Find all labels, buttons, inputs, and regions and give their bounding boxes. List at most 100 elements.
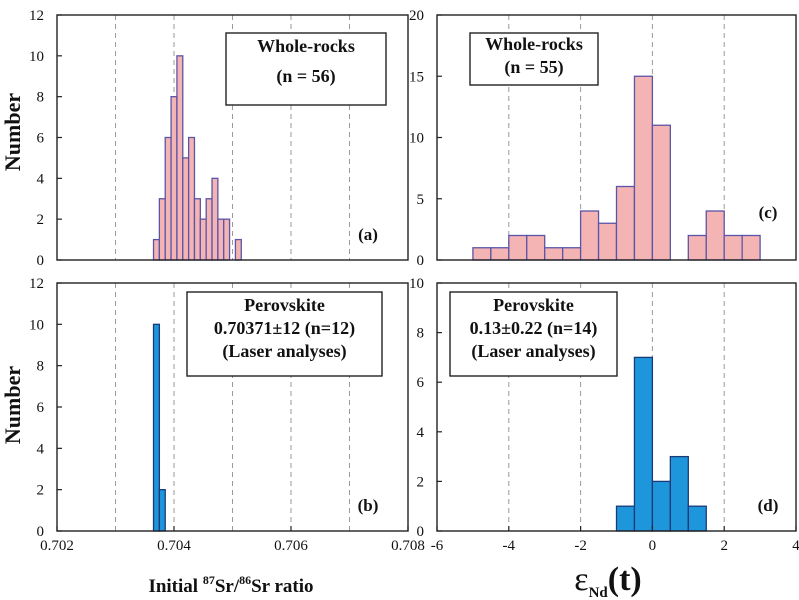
annotation-text: 0.70371±12 (n=12): [214, 318, 355, 339]
histogram-bar: [705, 210, 725, 261]
y-tick-label: 8: [37, 359, 45, 375]
histogram-bar: [217, 218, 225, 261]
panel-label: (a): [358, 225, 378, 244]
y-tick-label: 2: [37, 212, 45, 228]
x-tick-label: 0.708: [391, 538, 425, 554]
histogram-bar: [597, 222, 618, 261]
y-tick-label: 6: [37, 131, 45, 147]
x-tick-label: 2: [720, 538, 728, 554]
histogram-bar: [211, 177, 219, 261]
x-axis-label-tail: (t): [608, 561, 642, 598]
x-tick-label: 4: [792, 538, 799, 554]
y-tick-label: 20: [409, 8, 424, 24]
annotation-text: Perovskite: [493, 295, 574, 315]
y-tick-label: 4: [417, 425, 425, 441]
annotation-text: Whole-rocks: [485, 34, 583, 54]
y-tick-label: 15: [409, 69, 424, 85]
histogram-bar: [633, 356, 654, 532]
y-tick-label: 8: [37, 90, 45, 106]
plot-frame: [436, 282, 797, 532]
histogram-bar: [651, 480, 672, 532]
histogram-bar: [651, 124, 672, 261]
y-tick-label: 6: [37, 400, 45, 416]
histogram-bar: [615, 185, 636, 261]
x-tick-label: 0.704: [157, 538, 191, 554]
y-tick-label: 0: [417, 524, 425, 540]
histogram-bar: [152, 238, 161, 261]
histogram-bar: [723, 234, 743, 261]
histogram-bar: [176, 55, 184, 261]
histogram-bar: [234, 238, 242, 261]
y-tick-label: 0: [417, 253, 425, 269]
panel-b: 0 2 4 6 8 10 12 0.702 0.704 0.706 0.708 Perovskite 0…: [29, 276, 425, 554]
annotation-box: [469, 32, 599, 86]
x-axis-label-epsilon: ε: [574, 561, 588, 598]
annotation-text: Perovskite: [244, 295, 325, 315]
y-tick-label: 10: [29, 317, 44, 333]
annotation-box: [186, 291, 383, 377]
y-tick-label: 0: [37, 253, 45, 269]
histogram-bar: [526, 234, 546, 261]
panel-c: 0 5 10 15 20 Whole-rocks (n = 55) (c): [409, 8, 797, 269]
x-tick-label: -4: [503, 538, 516, 554]
histogram-bar: [193, 198, 201, 261]
x-axis-label-prefix: Initial: [148, 576, 202, 597]
histogram-bar: [182, 157, 190, 261]
x-tick-label: 0.706: [274, 538, 308, 554]
x-axis-label-sup2: 86: [239, 573, 251, 587]
y-axis-label-top: Number: [0, 93, 25, 171]
y-tick-label: 10: [409, 131, 424, 147]
histogram-bar: [170, 96, 178, 261]
panel-label: (c): [759, 203, 778, 222]
y-tick-label: 5: [417, 192, 425, 208]
y-tick-label: 0: [37, 524, 45, 540]
x-tick-label: 0.702: [40, 538, 74, 554]
histogram-bar: [687, 505, 707, 532]
panel-label: (b): [358, 496, 379, 515]
histogram-bar: [187, 136, 196, 261]
x-axis-label-right: εNd(t): [574, 561, 641, 600]
panel-d: 0 2 4 6 8 10 -6 -4 -2 0 2 4 Perovskite 0.13±0.22 (n=1…: [409, 276, 799, 554]
x-tick-label: 0: [649, 538, 657, 554]
y-tick-label: 8: [417, 326, 425, 342]
annotation-text: 0.13±0.22 (n=14): [470, 318, 598, 339]
annotation-box: [225, 32, 387, 106]
y-tick-label: 12: [29, 8, 44, 24]
histogram-bar: [158, 198, 166, 261]
annotation-text: (Laser analyses): [222, 341, 346, 362]
histogram-bar: [669, 455, 689, 532]
histogram-bar: [633, 75, 654, 261]
histogram-bar: [152, 323, 161, 532]
y-tick-label: 10: [29, 49, 44, 65]
y-tick-label: 2: [417, 474, 425, 490]
y-tick-label: 6: [417, 375, 425, 391]
annotation-text: (n = 56): [276, 66, 335, 87]
histogram-bar: [205, 198, 213, 261]
y-axis-label-bottom: Number: [0, 366, 25, 444]
histogram-bar: [687, 234, 707, 261]
histogram-bar: [508, 234, 528, 261]
histogram-bar: [472, 247, 492, 261]
x-axis-label-suffix: Sr ratio: [251, 576, 313, 597]
histogram-bar: [223, 218, 231, 261]
x-tick-label: -6: [431, 538, 444, 554]
histogram-bar: [490, 247, 510, 261]
panel-a: 0 2 4 6 8 10 12 Whole-rocks (n = 56) (a): [29, 8, 409, 269]
y-tick-label: 10: [409, 276, 424, 292]
annotation-text: (Laser analyses): [471, 341, 595, 362]
histogram-bar: [741, 234, 761, 261]
histogram-bar: [164, 136, 172, 261]
x-axis-label-mid: Sr/: [215, 576, 240, 597]
histogram-bar: [562, 247, 582, 261]
annotation-text: Whole-rocks: [257, 36, 355, 56]
x-tick-label: -2: [574, 538, 587, 554]
y-tick-label: 2: [37, 483, 45, 499]
y-tick-label: 4: [37, 171, 45, 187]
histogram-bar: [579, 210, 600, 261]
y-tick-label: 4: [37, 441, 45, 457]
histogram-bar: [615, 505, 636, 532]
histogram-bar: [199, 218, 207, 261]
histogram-bar: [158, 489, 166, 532]
y-tick-label: 12: [29, 276, 44, 292]
